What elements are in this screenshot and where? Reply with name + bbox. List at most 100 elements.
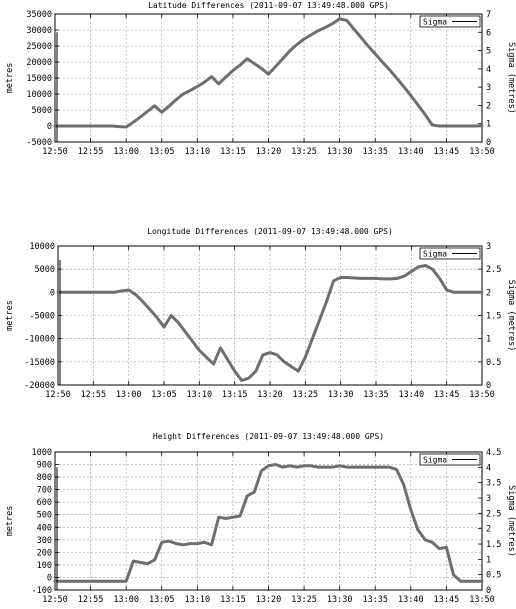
y-tick-label: 35000	[26, 10, 52, 20]
y-tick-label: 600	[37, 498, 52, 508]
y-tick-label: -20000	[24, 381, 55, 391]
y-tick-label: 25000	[26, 42, 52, 52]
y-axis-label: metres	[5, 63, 15, 94]
chart-title: Height Differences (2011-09-07 13:49:48.…	[153, 432, 384, 441]
y2-tick-label: 0	[486, 586, 491, 596]
y-tick-label: 200	[37, 548, 52, 558]
y2-tick-label: 0	[486, 138, 491, 148]
y-axis-label: metres	[5, 506, 15, 537]
y2-tick-label: 3.5	[486, 479, 501, 489]
x-tick-label: 13:50	[469, 595, 495, 605]
y-tick-label: -15000	[24, 358, 55, 368]
y-tick-label: 900	[37, 461, 52, 471]
legend-box	[419, 15, 481, 28]
y2-tick-label: 2	[486, 101, 491, 111]
y-tick-label: -5000	[29, 312, 55, 322]
chart-title: Longitude Differences (2011-09-07 13:49:…	[147, 227, 393, 236]
x-tick-label: 12:50	[42, 595, 68, 605]
y2-axis-label: Sigma (metres)	[506, 42, 516, 114]
x-tick-label: 12:55	[81, 390, 107, 400]
chart-3: Height Differences (2011-09-07 13:49:48.…	[5, 432, 516, 605]
x-tick-label: 13:35	[362, 595, 388, 605]
y2-tick-label: 6	[486, 28, 491, 38]
y-tick-label: 0	[50, 288, 55, 298]
x-tick-label: 13:45	[434, 147, 460, 157]
y-tick-label: 300	[37, 536, 52, 546]
plot-frame	[57, 245, 483, 386]
legend-label-sigma: Sigma	[423, 456, 447, 465]
x-tick-label: 13:05	[151, 390, 177, 400]
x-tick-label: 13:15	[220, 595, 246, 605]
x-tick-label: 13:40	[398, 147, 424, 157]
chart-1: Latitude Differences (2011-09-07 13:49:4…	[5, 1, 516, 157]
x-tick-label: 13:35	[362, 147, 388, 157]
y2-tick-label: 4	[486, 463, 491, 473]
x-tick-label: 13:15	[220, 147, 246, 157]
legend-label-sigma: Sigma	[423, 18, 447, 27]
y-tick-label: 0	[47, 573, 52, 583]
y2-tick-label: 1	[486, 335, 491, 345]
y2-tick-label: 3	[486, 494, 491, 504]
y-tick-label: -100	[32, 586, 52, 596]
x-tick-label: 13:20	[256, 147, 282, 157]
chart-title: Latitude Differences (2011-09-07 13:49:4…	[148, 1, 389, 10]
x-tick-label: 13:10	[187, 390, 213, 400]
x-tick-label: 13:20	[256, 595, 282, 605]
y2-axis-label: Sigma (metres)	[506, 485, 516, 557]
x-tick-label: 13:30	[327, 147, 353, 157]
y-tick-label: 15000	[26, 74, 52, 84]
legend-box	[419, 453, 481, 466]
y-tick-label: 0	[47, 122, 52, 132]
y-tick-label: 10000	[26, 90, 52, 100]
x-tick-label: 13:10	[185, 147, 211, 157]
y2-tick-label: 3	[486, 242, 491, 252]
x-tick-label: 13:45	[434, 595, 460, 605]
x-tick-label: 12:50	[42, 147, 68, 157]
y2-tick-label: 1	[486, 120, 491, 130]
legend-box	[419, 247, 481, 260]
x-tick-label: 13:45	[434, 390, 460, 400]
y-tick-label: 1000	[32, 448, 52, 458]
y-tick-label: 10000	[29, 242, 55, 252]
y-tick-label: 700	[37, 486, 52, 496]
y2-tick-label: 2	[486, 525, 491, 535]
y-tick-label: 20000	[26, 58, 52, 68]
y-tick-label: 800	[37, 473, 52, 483]
y-tick-label: 400	[37, 523, 52, 533]
y2-tick-label: 2.5	[486, 509, 501, 519]
y2-tick-label: 7	[486, 10, 491, 20]
y-axis-label: metres	[5, 300, 15, 331]
x-tick-label: 13:00	[113, 147, 139, 157]
x-tick-label: 12:55	[78, 595, 104, 605]
y2-tick-label: 1.5	[486, 540, 501, 550]
x-tick-label: 13:40	[398, 595, 424, 605]
y2-tick-label: 1	[486, 555, 491, 565]
y2-tick-label: 2.5	[486, 265, 501, 275]
x-tick-label: 13:50	[469, 147, 495, 157]
difference-series-line	[56, 264, 484, 382]
y-tick-label: -5000	[26, 138, 52, 148]
x-tick-label: 13:30	[327, 595, 353, 605]
plot-frame	[54, 451, 483, 591]
x-tick-label: 13:35	[363, 390, 389, 400]
x-tick-label: 13:20	[257, 390, 283, 400]
difference-series-line	[53, 463, 484, 583]
chart-2: Longitude Differences (2011-09-07 13:49:…	[5, 227, 516, 400]
x-tick-label: 13:00	[116, 390, 142, 400]
x-tick-label: 13:25	[291, 595, 317, 605]
x-tick-label: 12:50	[45, 390, 71, 400]
x-tick-label: 13:25	[293, 390, 319, 400]
y2-tick-label: 4.5	[486, 448, 501, 458]
y2-tick-label: 0.5	[486, 358, 501, 368]
y-tick-label: 30000	[26, 26, 52, 36]
x-tick-label: 13:05	[149, 147, 175, 157]
y2-axis-label: Sigma (metres)	[506, 280, 516, 352]
y2-tick-label: 0	[486, 381, 491, 391]
y2-tick-label: 2	[486, 288, 491, 298]
x-tick-label: 12:55	[78, 147, 104, 157]
legend-label-sigma: Sigma	[423, 250, 447, 259]
y-tick-label: 100	[37, 561, 52, 571]
y-tick-label: 5000	[32, 106, 52, 116]
plot-frame	[54, 13, 483, 143]
